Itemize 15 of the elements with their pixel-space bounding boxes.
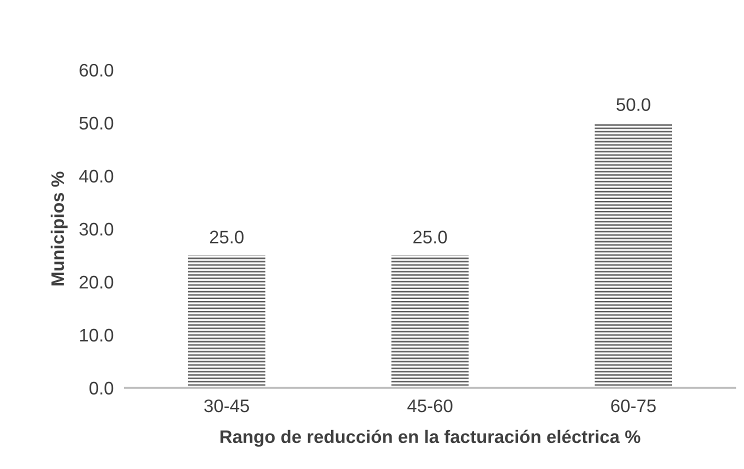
data-label: 25.0 [210,230,244,244]
x-tick-label: 30-45 [204,399,250,412]
x-tick-label: 45-60 [407,399,452,412]
x-tick-label: 60-75 [611,399,656,412]
y-tick-label: 50.0 [79,116,114,130]
y-tick-label: 40.0 [79,170,114,183]
data-label: 50.0 [616,98,650,111]
y-tick-label: 0.0 [89,382,114,395]
x-axis-title: Rango de reducción en la facturación eléctrica % [220,430,640,447]
y-tick-label: 60.0 [80,64,114,77]
y-tick-label: 30.0 [79,222,114,236]
y-tick-label: 10.0 [80,328,114,342]
y-tick-label: 20.0 [80,276,114,289]
data-label: 25.0 [413,230,447,244]
y-axis-title: Municipios % [50,172,68,286]
